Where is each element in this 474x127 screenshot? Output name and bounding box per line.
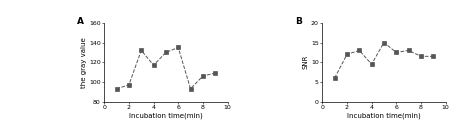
X-axis label: Incubation time(min): Incubation time(min) (129, 112, 203, 119)
Y-axis label: the gray value: the gray value (81, 37, 87, 88)
Text: B: B (295, 17, 302, 26)
Y-axis label: SNR: SNR (303, 55, 309, 69)
Text: A: A (77, 17, 84, 26)
X-axis label: Incubation time(min): Incubation time(min) (347, 112, 421, 119)
